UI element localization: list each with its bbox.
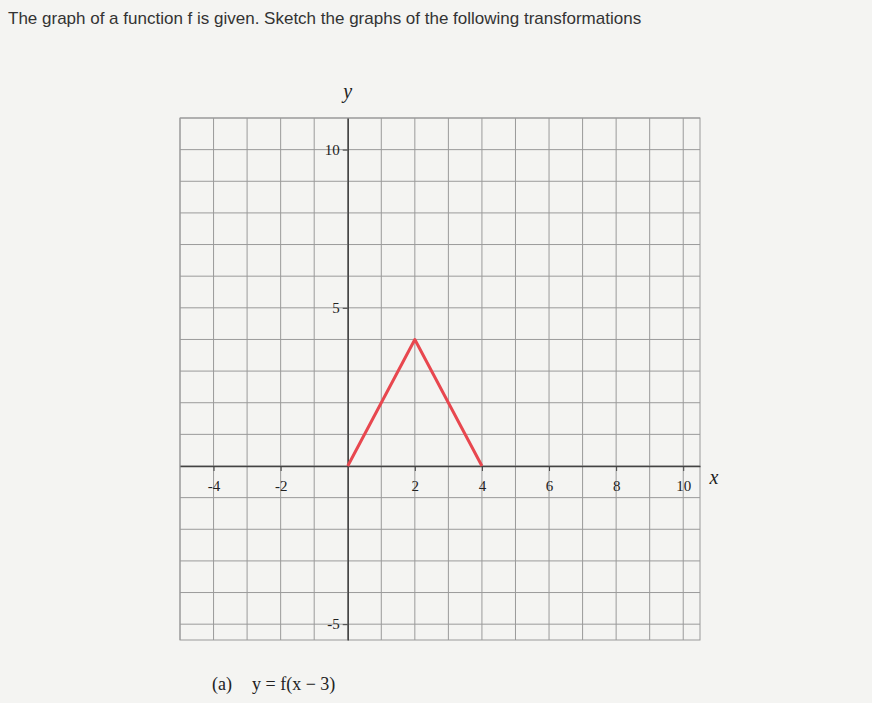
grid-line [180, 592, 700, 593]
grid-line [280, 118, 281, 640]
y-tick: -5 [327, 616, 348, 632]
grid-line [180, 560, 700, 561]
grid-line [247, 118, 248, 640]
grid-line [180, 402, 700, 403]
grid-line [683, 118, 684, 640]
y-tick-label: 10 [325, 142, 340, 158]
grid-line [180, 371, 700, 372]
grid-line [180, 466, 700, 467]
grid-line [213, 118, 214, 640]
grid-line [180, 624, 700, 625]
y-axis: -5 5 10 [325, 119, 349, 641]
x-axis-line [181, 466, 701, 468]
grid-line [347, 118, 348, 640]
grid-line [549, 118, 550, 640]
grid-line [314, 118, 315, 640]
grid-line [481, 118, 482, 640]
x-axis: -4 -2 2 4 6 8 10 [181, 466, 701, 494]
x-tick-label: 6 [546, 478, 554, 494]
plot-frame [180, 118, 700, 640]
title: The graph of a function f is given. Sket… [8, 9, 641, 28]
x-tick: 10 [676, 466, 691, 494]
grid-line [616, 118, 617, 640]
marks [348, 339, 482, 466]
x-tick: 2 [412, 466, 420, 494]
x-tick: 4 [479, 466, 487, 494]
grid-line [414, 118, 415, 640]
chart: The graph of a function f is given. Sket… [0, 0, 872, 703]
grid-line [381, 118, 382, 640]
grid-line [515, 118, 516, 640]
grid-line [582, 118, 583, 640]
x-tick: -2 [275, 466, 288, 494]
x-tick-label: 8 [613, 478, 621, 494]
x-tick: 8 [613, 466, 621, 494]
y-tick-mark [343, 624, 348, 625]
x-tick-label: 10 [676, 478, 691, 494]
grid-line [180, 434, 700, 435]
y-tick-mark [343, 308, 348, 309]
grid-line [180, 276, 700, 277]
grid-line [180, 497, 700, 498]
x-tick-mark [214, 466, 215, 471]
y-tick: 10 [325, 142, 348, 158]
grid-line [180, 307, 700, 308]
annotation: y = f(x − 3) [252, 674, 335, 695]
y-tick: 5 [332, 300, 348, 316]
grid-line [448, 118, 449, 640]
function-line [348, 339, 482, 466]
x-tick-label: 2 [412, 478, 420, 494]
x-tick-mark [415, 466, 416, 471]
grid-line [180, 339, 700, 340]
x-axis-title: x [709, 466, 719, 488]
y-tick-mark [343, 150, 348, 151]
x-tick-label: -2 [275, 478, 288, 494]
y-axis-title: y [341, 80, 352, 103]
x-tick: -4 [208, 466, 221, 494]
y-tick-label: -5 [327, 616, 340, 632]
grid-line [180, 212, 700, 213]
grid-line [180, 149, 700, 150]
x-tick-mark [482, 466, 483, 471]
grid-line [649, 118, 650, 640]
grid-line [180, 244, 700, 245]
x-tick-mark [616, 466, 617, 471]
grid-line [180, 529, 700, 530]
x-tick-mark [549, 466, 550, 471]
y-tick-label: 5 [332, 300, 340, 316]
annotation: (a) [212, 674, 232, 695]
y-axis-line [347, 119, 349, 641]
x-tick-mark [683, 466, 684, 471]
x-tick-mark [281, 466, 282, 471]
x-tick: 6 [546, 466, 554, 494]
x-tick-label: 4 [479, 478, 487, 494]
grid-line [180, 181, 700, 182]
grid [180, 118, 700, 640]
x-tick-label: -4 [208, 478, 221, 494]
